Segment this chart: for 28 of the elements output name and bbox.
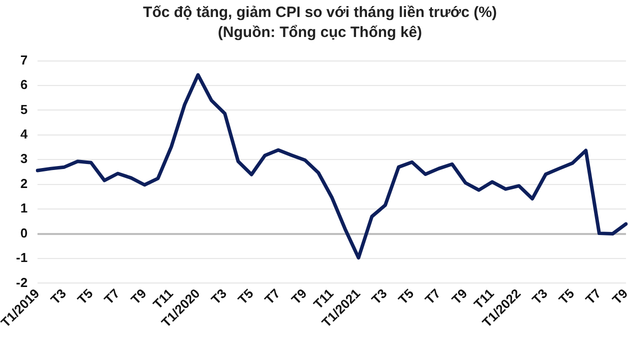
x-tick-label: T7: [422, 286, 444, 308]
chart-subtitle: (Nguồn: Tổng cục Thống kê): [216, 23, 424, 43]
y-tick-label: 3: [20, 151, 28, 166]
y-tick-label: 7: [20, 52, 28, 68]
y-tick-label: 2: [20, 176, 28, 191]
x-tick-label: T5: [74, 286, 96, 308]
x-tick-label: T7: [101, 286, 122, 308]
x-tick-label: T3: [48, 286, 69, 308]
x-tick-label: T3: [368, 286, 390, 308]
y-tick-label: 4: [20, 126, 28, 142]
x-tick-label: T5: [556, 286, 578, 308]
x-tick-label: T9: [448, 286, 470, 308]
x-tick-label: T5: [395, 286, 417, 308]
y-tick-label: 6: [20, 77, 28, 92]
y-tick-label: -1: [16, 250, 28, 266]
x-tick-label: T9: [128, 286, 150, 308]
x-tick-label: T3: [208, 286, 230, 308]
x-tick-label: T3: [529, 286, 550, 308]
y-tick-label: 5: [20, 102, 28, 117]
x-tick-label: T9: [609, 286, 631, 308]
x-tick-label: T5: [234, 286, 256, 308]
y-tick-label: -2: [16, 274, 28, 290]
y-tick-label: 0: [20, 225, 28, 240]
x-tick-label: T7: [582, 286, 604, 308]
x-tick-label: T9: [288, 286, 310, 308]
y-tick-label: 1: [20, 200, 28, 216]
x-tick-label: T7: [262, 286, 283, 308]
chart-title: Tốc độ tăng, giảm CPI so với tháng liền trước (%): [142, 3, 498, 23]
